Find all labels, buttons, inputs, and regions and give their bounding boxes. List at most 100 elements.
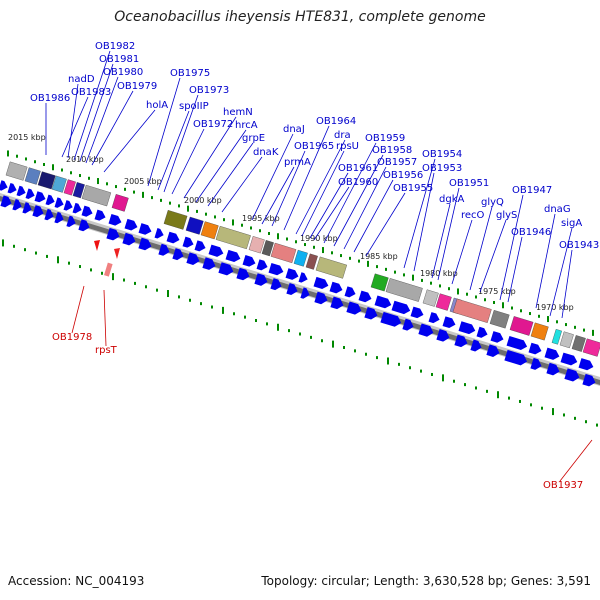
forward-gene-arrow[interactable]: [32, 205, 45, 218]
gene-label[interactable]: recO: [461, 210, 485, 221]
gene-label[interactable]: dgkA: [439, 194, 464, 205]
gene-label[interactable]: OB1975: [170, 68, 210, 79]
gene-label[interactable]: dnaJ: [283, 124, 305, 135]
gene-label[interactable]: OB1980: [103, 67, 143, 78]
forward-gene-arrow[interactable]: [298, 272, 310, 284]
forward-gene-arrow[interactable]: [560, 352, 579, 367]
gene-label[interactable]: rpsU: [336, 141, 359, 152]
forward-gene-arrow[interactable]: [486, 344, 501, 358]
annotation-feature[interactable]: [530, 322, 549, 341]
gene-label[interactable]: OB1958: [372, 145, 412, 156]
forward-gene-arrow[interactable]: [158, 243, 171, 257]
annotation-feature[interactable]: [248, 236, 265, 254]
gene-label[interactable]: OB1954: [422, 149, 462, 160]
forward-gene-arrow[interactable]: [470, 339, 483, 352]
forward-gene-arrow[interactable]: [72, 202, 84, 215]
annotation-feature[interactable]: [72, 182, 85, 199]
annotation-feature[interactable]: [200, 221, 219, 240]
forward-gene-arrow[interactable]: [346, 301, 363, 316]
forward-gene-arrow[interactable]: [391, 300, 412, 316]
gene-label[interactable]: glyQ: [481, 197, 504, 208]
gene-label[interactable]: glyS: [496, 210, 517, 221]
forward-gene-arrow[interactable]: [12, 199, 23, 212]
forward-gene-arrow[interactable]: [402, 318, 415, 332]
gene-label[interactable]: sigA: [561, 218, 582, 229]
annotation-feature[interactable]: [63, 179, 76, 196]
annotation-feature[interactable]: [215, 225, 251, 250]
gene-label[interactable]: grpE: [242, 133, 265, 144]
annotation-feature[interactable]: [315, 256, 348, 279]
gene-label[interactable]: OB1964: [316, 116, 356, 127]
forward-gene-arrow[interactable]: [124, 218, 139, 232]
gene-label[interactable]: OB1960: [338, 177, 378, 188]
gene-label[interactable]: OB1943: [559, 240, 599, 251]
forward-gene-arrow[interactable]: [236, 267, 251, 282]
annotation-feature[interactable]: [111, 194, 129, 212]
forward-gene-arrow[interactable]: [458, 321, 477, 335]
forward-gene-arrow[interactable]: [546, 362, 561, 377]
forward-gene-arrow[interactable]: [54, 211, 65, 225]
annotation-feature[interactable]: [509, 316, 534, 336]
reverse-gene-label[interactable]: rpsT: [95, 345, 118, 356]
reverse-gene-label[interactable]: OB1978: [52, 332, 92, 343]
forward-gene-arrow[interactable]: [256, 259, 269, 271]
annotation-feature[interactable]: [270, 242, 297, 264]
forward-gene-arrow[interactable]: [344, 286, 357, 298]
forward-gene-arrow[interactable]: [442, 316, 457, 329]
gene-label[interactable]: OB1946: [511, 227, 551, 238]
reverse-gene-label[interactable]: OB1937: [543, 480, 583, 491]
gene-label[interactable]: dnaG: [544, 204, 571, 215]
forward-gene-arrow[interactable]: [63, 200, 75, 212]
annotation-feature[interactable]: [370, 273, 389, 292]
forward-gene-arrow[interactable]: [225, 249, 242, 264]
gene-label[interactable]: holA: [146, 100, 168, 111]
annotation-feature[interactable]: [24, 167, 41, 185]
gene-label[interactable]: OB1955: [393, 183, 433, 194]
forward-gene-arrow[interactable]: [506, 336, 529, 351]
forward-gene-arrow[interactable]: [528, 342, 543, 356]
forward-gene-arrow[interactable]: [54, 197, 66, 209]
forward-gene-arrow[interactable]: [122, 232, 137, 247]
forward-gene-arrow[interactable]: [578, 358, 595, 372]
gene-label[interactable]: nadD: [68, 74, 95, 85]
forward-gene-arrow[interactable]: [166, 231, 181, 245]
forward-gene-arrow[interactable]: [329, 281, 344, 295]
forward-gene-arrow[interactable]: [194, 240, 207, 252]
annotation-feature[interactable]: [582, 338, 600, 357]
forward-gene-arrow[interactable]: [476, 326, 489, 339]
forward-gene-arrow[interactable]: [108, 213, 123, 227]
gene-label[interactable]: spoIIP: [179, 101, 209, 112]
gene-label[interactable]: OB1979: [117, 81, 157, 92]
forward-gene-arrow[interactable]: [544, 347, 561, 362]
forward-gene-arrow[interactable]: [454, 334, 469, 349]
gene-label[interactable]: OB1982: [95, 41, 135, 52]
forward-gene-arrow[interactable]: [285, 268, 300, 281]
gene-label[interactable]: OB1973: [189, 85, 229, 96]
forward-gene-arrow[interactable]: [44, 208, 55, 222]
gene-label[interactable]: OB1972: [193, 119, 233, 130]
gene-label[interactable]: dnaK: [253, 147, 279, 158]
annotation-feature[interactable]: [571, 335, 586, 352]
annotation-feature[interactable]: [559, 331, 574, 349]
gene-label[interactable]: hemN: [223, 107, 253, 118]
forward-gene-arrow[interactable]: [582, 373, 597, 388]
forward-gene-arrow[interactable]: [300, 287, 311, 300]
annotation-feature[interactable]: [185, 216, 204, 235]
forward-gene-arrow[interactable]: [106, 227, 121, 242]
reverse-gene-marker-1[interactable]: [94, 240, 100, 251]
gene-label[interactable]: OB1959: [365, 133, 405, 144]
forward-gene-arrow[interactable]: [330, 296, 345, 311]
annotation-feature[interactable]: [261, 240, 274, 257]
annotation-feature[interactable]: [293, 249, 308, 267]
forward-gene-arrow[interactable]: [374, 295, 393, 310]
annotation-feature[interactable]: [435, 293, 452, 311]
forward-gene-arrow[interactable]: [138, 237, 153, 252]
forward-gene-arrow[interactable]: [490, 331, 505, 344]
forward-gene-arrow[interactable]: [530, 357, 543, 371]
gene-label[interactable]: OB1953: [422, 163, 462, 174]
forward-gene-arrow[interactable]: [25, 188, 37, 200]
forward-gene-arrow[interactable]: [16, 185, 28, 198]
forward-gene-arrow[interactable]: [7, 182, 19, 195]
forward-gene-arrow[interactable]: [45, 194, 57, 207]
forward-gene-arrow[interactable]: [81, 205, 94, 218]
